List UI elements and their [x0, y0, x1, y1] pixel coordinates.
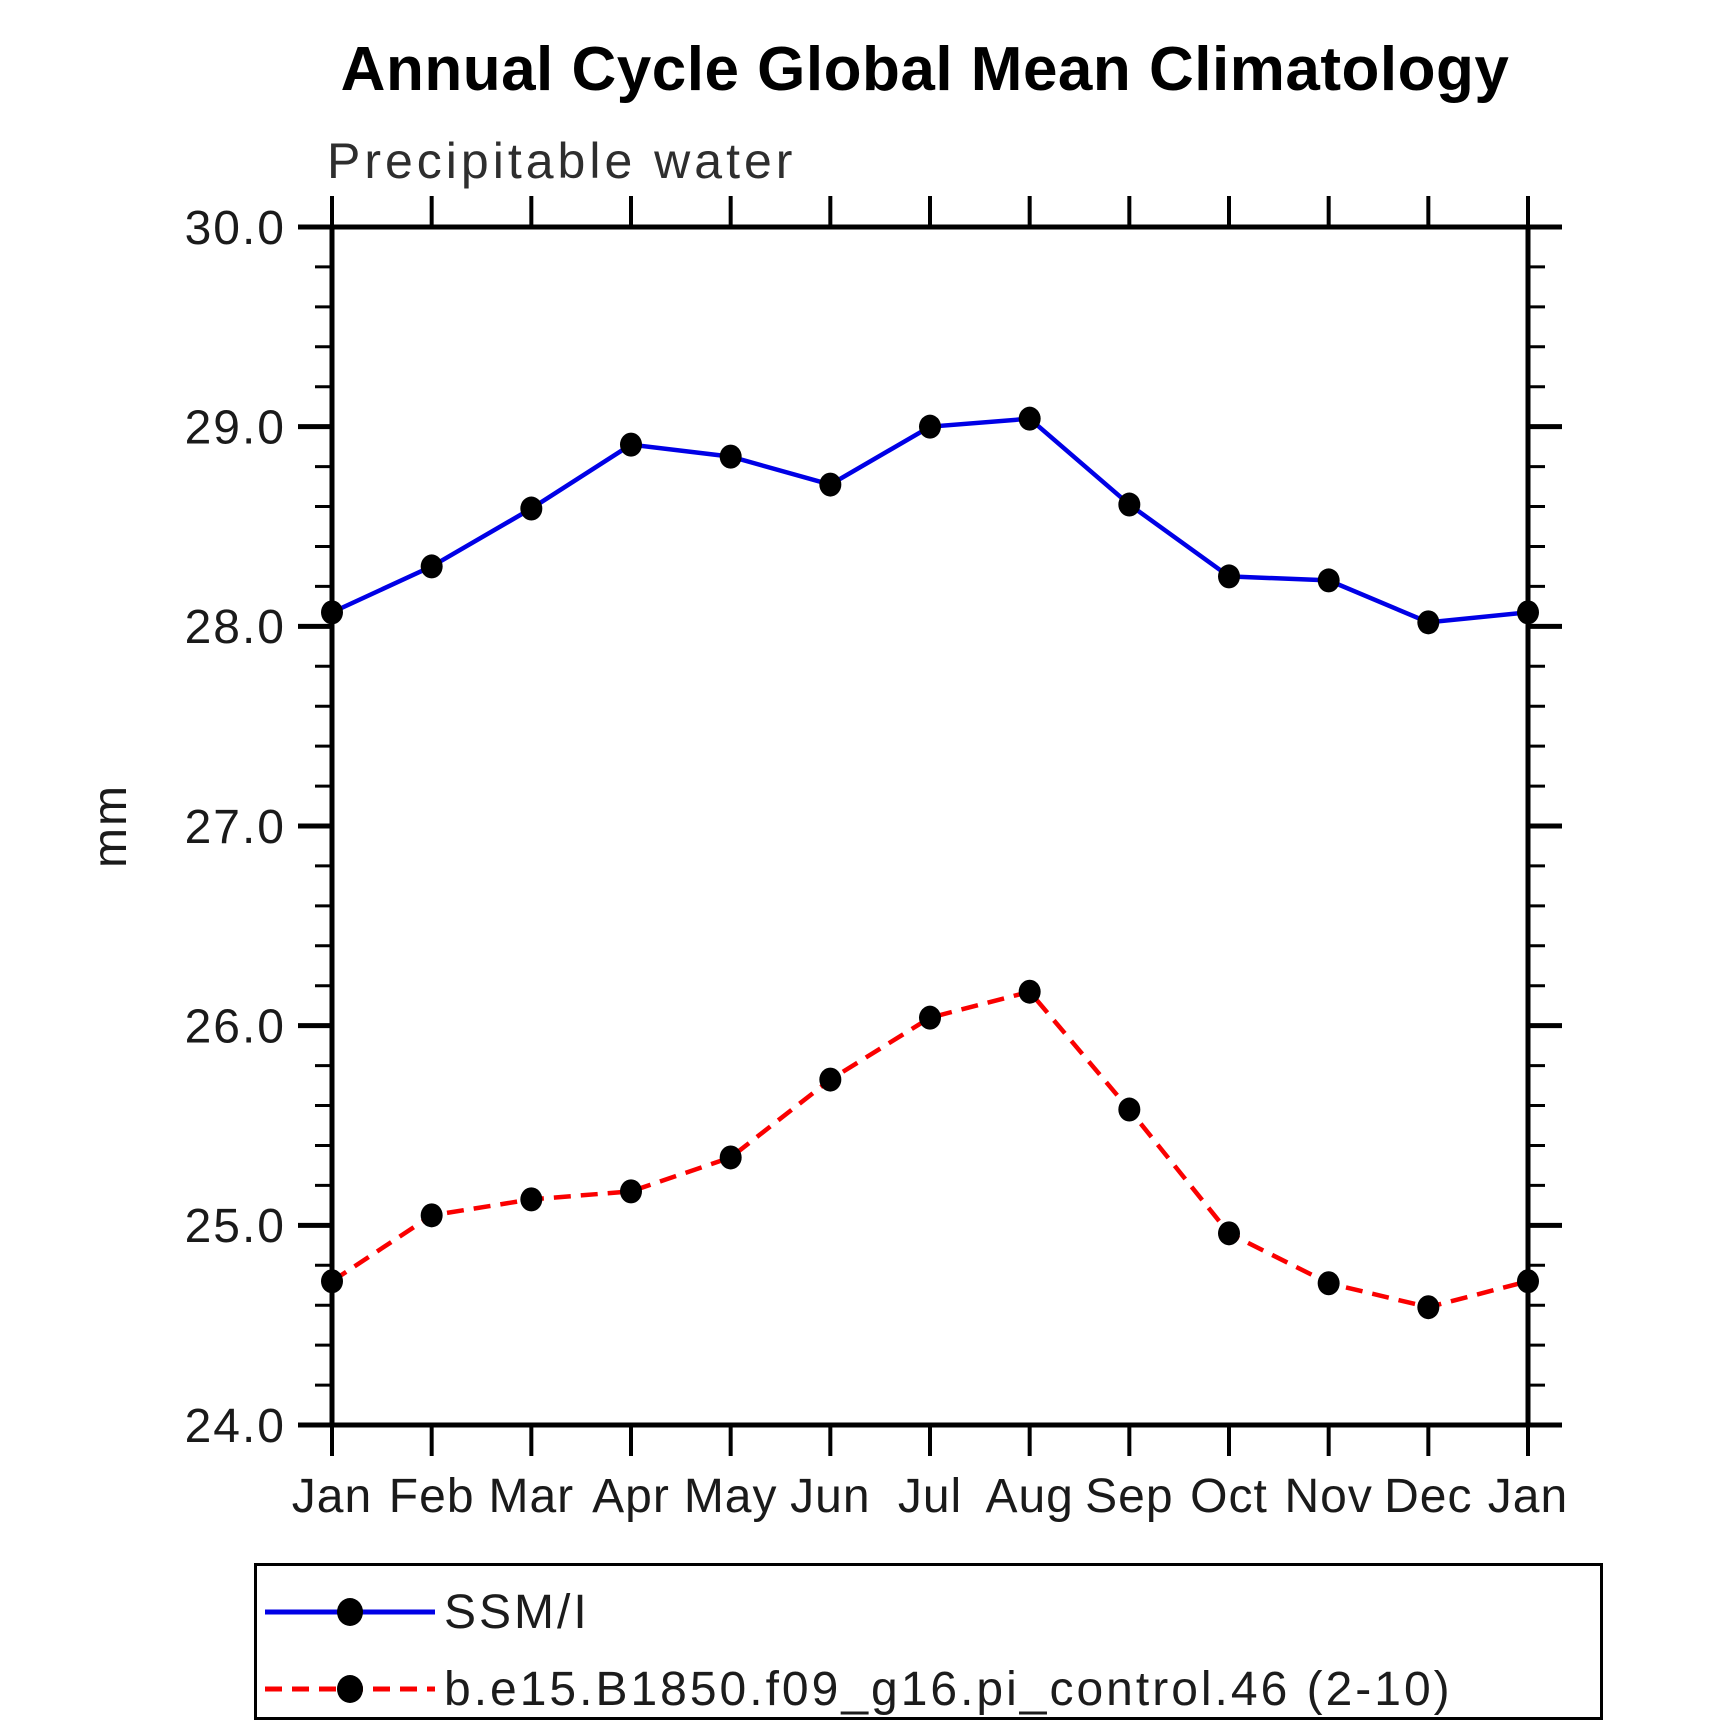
data-point-marker: [1317, 1271, 1340, 1296]
data-point-marker: [719, 1145, 742, 1170]
x-tick-label: Nov: [1284, 1470, 1372, 1523]
axes: [329, 224, 1531, 1428]
legend-label-observations: SSM/I: [444, 1585, 590, 1639]
x-tick-label: Sep: [1085, 1470, 1173, 1523]
data-point-marker: [1517, 1269, 1539, 1294]
data-point-marker: [1317, 568, 1340, 593]
legend-line-sample-dashed: [265, 1675, 435, 1703]
data-point-marker: [321, 1269, 343, 1294]
series-line: [330, 989, 1529, 1310]
x-tick-label: May: [684, 1470, 778, 1523]
x-tick-label: Mar: [488, 1470, 574, 1523]
y-tick-label: 24.0: [185, 1400, 286, 1453]
data-point-marker: [620, 1179, 642, 1204]
data-point-marker: [1417, 1295, 1440, 1320]
y-tick-label: 26.0: [185, 1000, 286, 1053]
legend-item-model: b.e15.B1850.f09_g16.pi_control.46 (2-10): [262, 1663, 1453, 1716]
x-tick-label: Jun: [790, 1470, 870, 1523]
y-tick-label: 28.0: [185, 601, 286, 654]
legend-item-observations: SSM/I: [262, 1586, 590, 1639]
series-observations: [321, 406, 1539, 635]
y-tick-label: 30.0: [185, 202, 286, 255]
data-point-marker: [520, 496, 543, 521]
data-point-marker: [919, 414, 941, 439]
x-tick-label: Apr: [592, 1470, 670, 1523]
data-point-marker: [520, 1187, 543, 1212]
legend-line-sample-solid: [265, 1598, 435, 1626]
data-point-marker: [919, 1005, 941, 1030]
data-point-marker: [719, 444, 742, 469]
y-tick-label: 27.0: [185, 801, 286, 854]
y-tick-labels: 24.0 25.0 26.0 27.0 28.0 29.0 30.0: [185, 202, 286, 1453]
data-point-marker: [1517, 600, 1539, 625]
chart-title: Annual Cycle Global Mean Climatology: [340, 35, 1510, 104]
y-tick-label: 25.0: [185, 1200, 286, 1253]
data-point-marker: [420, 554, 443, 579]
data-point-marker: [819, 472, 842, 497]
x-tick-label: Oct: [1190, 1470, 1268, 1523]
x-tick-label: Jan: [292, 1470, 372, 1523]
data-point-marker: [1218, 564, 1240, 589]
x-tick-label: Jan: [1488, 1470, 1568, 1523]
x-tick-label: Dec: [1384, 1470, 1472, 1523]
legend-label-model: b.e15.B1850.f09_g16.pi_control.46 (2-10): [444, 1662, 1453, 1716]
data-point-marker: [1417, 610, 1440, 635]
data-point-marker: [420, 1203, 443, 1228]
y-tick-label: 29.0: [185, 401, 286, 454]
data-point-marker: [819, 1067, 842, 1092]
legend-box: SSM/I b.e15.B1850.f09_g16.pi_control.46 …: [254, 1563, 1603, 1720]
data-point-marker: [1218, 1221, 1240, 1246]
data-point-marker: [321, 600, 343, 625]
axis-ticks: [298, 196, 1562, 1456]
x-tick-label: Feb: [389, 1470, 475, 1523]
data-point-marker: [1118, 1097, 1141, 1122]
data-point-marker: [620, 432, 642, 457]
chart-subtitle: Precipitable water: [327, 133, 797, 189]
series-model: [321, 979, 1539, 1320]
series-line: [331, 416, 1529, 625]
data-point-marker: [1018, 406, 1041, 431]
x-tick-labels: Jan Feb Mar Apr May Jun Jul Aug Sep Oct Nov Dec Jan: [292, 1470, 1568, 1523]
x-tick-label: Jul: [898, 1470, 962, 1523]
x-tick-label: Aug: [985, 1470, 1073, 1523]
data-point-marker: [1018, 979, 1041, 1004]
data-point-marker: [1118, 492, 1141, 517]
